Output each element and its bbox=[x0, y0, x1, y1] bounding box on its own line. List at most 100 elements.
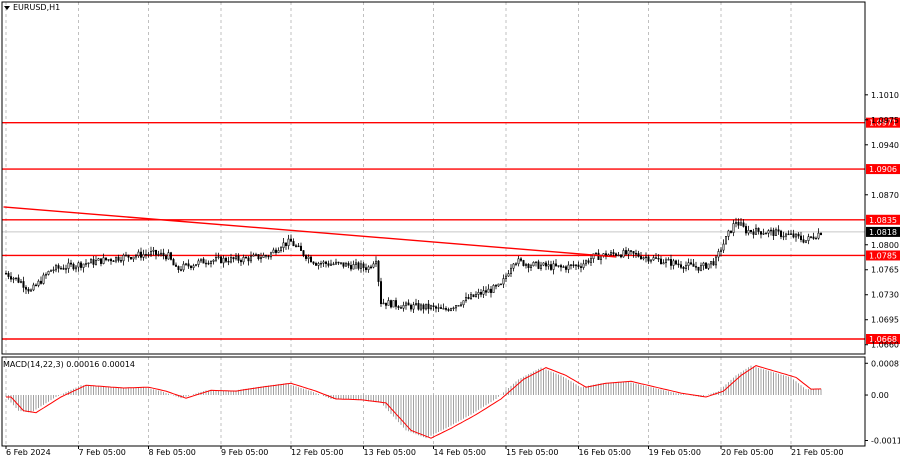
candle-body bbox=[720, 249, 722, 252]
candle-body bbox=[655, 257, 657, 259]
candle-body bbox=[385, 302, 387, 306]
candle-body bbox=[40, 280, 42, 284]
candle-body bbox=[407, 302, 410, 306]
candle-body bbox=[480, 292, 482, 295]
candle-body bbox=[712, 261, 715, 266]
candle-body bbox=[592, 253, 595, 259]
candle-body bbox=[240, 260, 242, 263]
candle-body bbox=[145, 253, 147, 256]
price-level-tag bbox=[866, 334, 900, 345]
candle-body bbox=[317, 263, 320, 266]
candle-body bbox=[747, 229, 750, 234]
candle-body bbox=[477, 292, 480, 295]
candle-body bbox=[202, 258, 205, 264]
candle-body bbox=[632, 251, 635, 254]
grid-layer bbox=[2, 2, 865, 446]
candle-body bbox=[265, 255, 267, 257]
price-level-tag bbox=[866, 164, 900, 175]
price-level-label: 1.0785 bbox=[869, 251, 897, 260]
candle-body bbox=[535, 261, 537, 263]
candle-body bbox=[537, 261, 540, 269]
candle-body bbox=[152, 249, 155, 252]
candle-body bbox=[697, 266, 700, 271]
candle-body bbox=[200, 258, 202, 262]
candle-body bbox=[815, 237, 817, 240]
candle-body bbox=[667, 259, 670, 261]
candle-body bbox=[277, 250, 280, 253]
candle-body bbox=[590, 258, 592, 263]
candle-body bbox=[32, 284, 35, 291]
current-price-label: 1.0818 bbox=[869, 228, 897, 237]
candle-body bbox=[375, 260, 377, 265]
macd-tick-label: 0.00 bbox=[871, 391, 889, 400]
current-price-tag bbox=[866, 226, 900, 237]
candle-body bbox=[615, 253, 617, 256]
candle-body bbox=[690, 262, 692, 265]
candle-body bbox=[597, 252, 600, 260]
candle-body bbox=[227, 261, 230, 263]
price-tick-label: 1.0660 bbox=[871, 341, 899, 350]
candle-body bbox=[377, 260, 380, 282]
candle-body bbox=[652, 257, 655, 261]
candle-body bbox=[545, 262, 547, 267]
candle-body bbox=[715, 256, 717, 266]
candle-body bbox=[642, 257, 645, 260]
candle-body bbox=[530, 265, 532, 268]
candle-body bbox=[380, 281, 382, 305]
price-tick-label: 1.0730 bbox=[871, 291, 899, 300]
candle-body bbox=[67, 262, 70, 269]
candle-body bbox=[20, 281, 22, 283]
candle-body bbox=[442, 308, 445, 310]
candle-body bbox=[817, 232, 820, 239]
candle-body bbox=[722, 243, 725, 251]
candle-body bbox=[455, 305, 457, 309]
candle-body bbox=[552, 263, 555, 270]
candle-body bbox=[307, 256, 310, 259]
candle-body bbox=[362, 263, 365, 268]
x-tick-label: 21 Feb 05:00 bbox=[791, 448, 843, 457]
symbol-dropdown-icon[interactable] bbox=[4, 6, 10, 10]
candle-body bbox=[710, 261, 712, 265]
candle-body bbox=[672, 260, 675, 266]
candle-body bbox=[287, 238, 290, 247]
candle-body bbox=[657, 257, 660, 260]
candle-body bbox=[115, 256, 117, 262]
candle-body bbox=[810, 236, 812, 238]
candle-body bbox=[297, 245, 300, 248]
candle-body bbox=[402, 304, 405, 309]
candle-body bbox=[760, 231, 762, 235]
candle-body bbox=[372, 263, 375, 268]
candle-body bbox=[325, 261, 327, 264]
candle-body bbox=[640, 256, 642, 260]
candle-body bbox=[492, 285, 495, 293]
candle-body bbox=[440, 307, 442, 309]
x-tick-label: 9 Feb 05:00 bbox=[221, 448, 268, 457]
candle-body bbox=[425, 303, 427, 310]
candle-body bbox=[525, 263, 527, 266]
candle-body bbox=[57, 265, 60, 269]
candle-body bbox=[82, 263, 85, 268]
candle-body bbox=[435, 306, 437, 309]
candle-body bbox=[92, 259, 95, 265]
candle-body bbox=[570, 264, 572, 266]
candle-body bbox=[680, 264, 682, 268]
candle-body bbox=[677, 263, 680, 266]
candle-body bbox=[787, 233, 790, 236]
x-tick-label: 15 Feb 05:00 bbox=[506, 448, 558, 457]
candle-body bbox=[160, 252, 162, 255]
candle-body bbox=[620, 254, 622, 258]
macd-title: MACD(14,22,3) 0.00016 0.00014 bbox=[3, 360, 135, 369]
candle-body bbox=[347, 263, 350, 266]
candle-body bbox=[65, 268, 67, 270]
candle-body bbox=[482, 290, 485, 295]
candle-body bbox=[235, 255, 237, 260]
candle-body bbox=[757, 227, 760, 232]
candle-body bbox=[800, 235, 802, 241]
candle-body bbox=[447, 309, 450, 311]
price-level-tag bbox=[866, 250, 900, 261]
candle-body bbox=[147, 253, 150, 256]
candle-body bbox=[312, 261, 315, 264]
price-tick-label: 1.0975 bbox=[871, 116, 899, 125]
candle-body bbox=[635, 253, 637, 255]
